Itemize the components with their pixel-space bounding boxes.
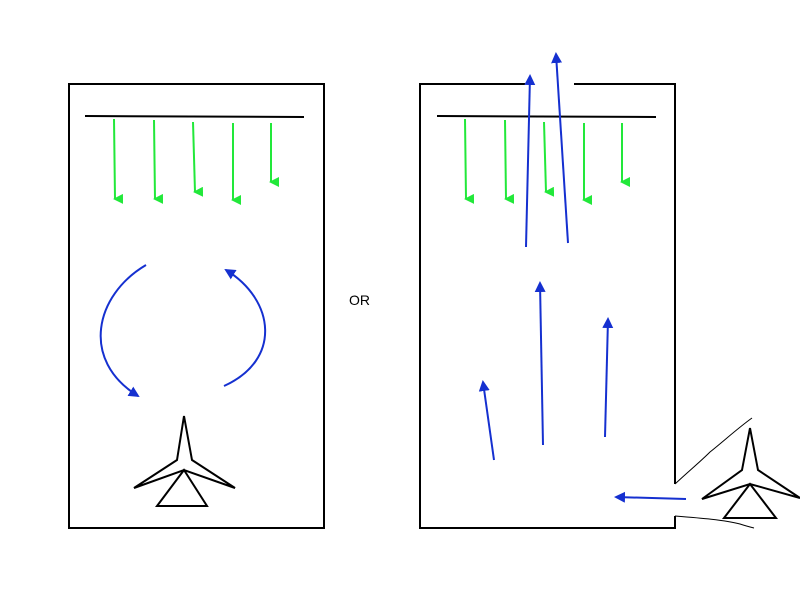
recirculation-arrow-left	[99, 264, 147, 398]
upflow-arrow	[534, 281, 546, 446]
exhaust-arrow	[551, 52, 569, 244]
upflow-arrow	[478, 380, 495, 461]
fan-icon	[701, 427, 800, 519]
right-upflow-arrows	[478, 52, 687, 503]
left-ceiling-bar	[84, 115, 305, 118]
or-separator-label: OR	[349, 292, 370, 308]
inlet-arrow	[614, 491, 687, 503]
recirculation-arrow-right	[223, 268, 267, 387]
right-downflow-arrows	[464, 118, 630, 205]
right-ceiling-bar	[436, 115, 657, 118]
left-recirculation-arrows	[99, 264, 267, 398]
downflow-arrow	[113, 118, 124, 204]
downflow-arrow	[153, 119, 164, 204]
downflow-arrow	[192, 121, 204, 197]
left-panel	[68, 83, 325, 529]
exhaust-arrow	[524, 74, 536, 248]
duct-line-lower	[674, 515, 755, 529]
right-panel	[419, 52, 800, 529]
left-room-outline	[68, 83, 325, 529]
left-downflow-arrows	[113, 118, 279, 205]
upflow-arrow	[602, 317, 614, 438]
downflow-arrow	[504, 119, 515, 204]
duct-line-upper	[674, 417, 753, 485]
downflow-arrow	[543, 121, 555, 197]
right-room-outline	[419, 83, 676, 529]
downflow-arrow	[464, 118, 475, 204]
fan-icon	[133, 415, 236, 507]
right-room-outline-top-right	[574, 83, 676, 484]
